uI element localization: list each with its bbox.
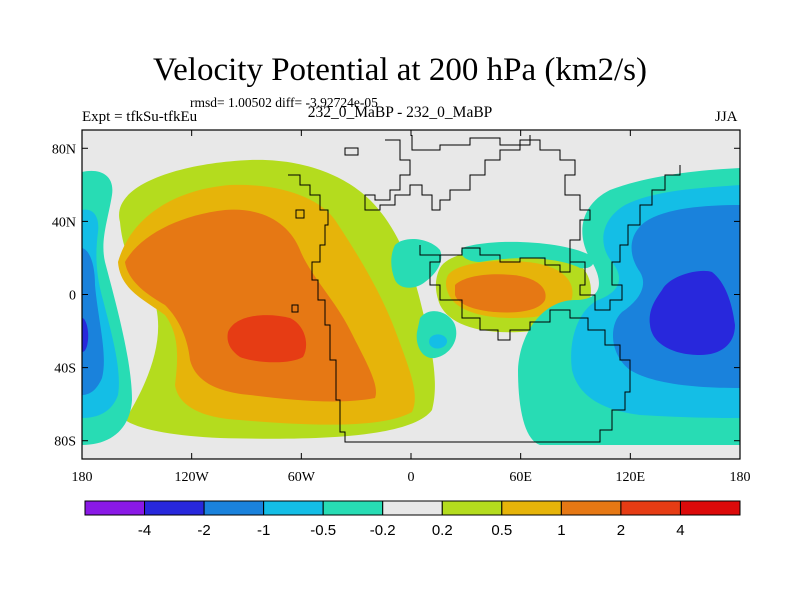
contour-2: [227, 315, 307, 363]
y-axis: 80N 40N 0 40S 80S: [52, 142, 740, 450]
coastline-island-c: [295, 209, 305, 219]
coastline-mid-continent: [430, 247, 571, 273]
anomaly-region-dateline-negative: [82, 170, 132, 445]
anomaly-region-pacific-negative: [518, 168, 740, 445]
colorbar-swatch: [382, 500, 443, 516]
coastline-north-block: [411, 135, 531, 151]
x-tick-label: 120E: [616, 470, 646, 485]
plot-area: [82, 130, 740, 459]
colorbar-swatch: [203, 500, 265, 516]
stats-text: rmsd= 1.00502 diff= -3.92724e-05: [190, 95, 378, 110]
contour--0.5: [429, 334, 448, 349]
x-tick-label: 180: [730, 470, 751, 485]
colorbar-label: -1: [257, 522, 270, 539]
coastline-island-a: [344, 147, 359, 156]
contour-1: [125, 209, 376, 402]
colorbar-label: -2: [197, 522, 210, 539]
y-tick-label: 0: [69, 289, 76, 304]
season-label: JJA: [715, 109, 738, 125]
x-tick-label: 60E: [509, 470, 532, 485]
colorbar-swatch: [263, 500, 324, 516]
coastline-western-continent: [288, 174, 631, 443]
contour--1: [82, 248, 104, 395]
colorbar-label: -4: [138, 522, 151, 539]
anomaly-region-atlantic-negative: [391, 238, 594, 359]
colorbar-label: 0.2: [432, 522, 453, 539]
x-axis: 180 120W 60W 0 60E 120E 180: [72, 130, 751, 485]
coastline-northern-continent: [364, 139, 681, 311]
y-tick-label: 80S: [54, 435, 76, 450]
colorbar-swatch: [144, 500, 205, 516]
contour-1: [455, 274, 546, 313]
colorbar-swatch: [620, 500, 681, 516]
coastline-island-b: [291, 304, 299, 313]
colorbar-label: -0.2: [370, 522, 396, 539]
anomaly-region-west-positive: [118, 159, 435, 439]
experiment-label: Expt = tfkSu-tfkEu: [82, 109, 198, 125]
colorbar: -4 -2 -1 -0.5 -0.2 0.2 0.5 1 2 4: [84, 500, 741, 539]
colorbar-label: 0.5: [491, 522, 512, 539]
coastlines: [288, 135, 681, 443]
colorbar-swatch: [84, 500, 146, 516]
colorbar-swatch: [560, 500, 622, 516]
chart-title: Velocity Potential at 200 hPa (km2/s): [152, 52, 648, 88]
colorbar-label: -0.5: [310, 522, 336, 539]
contour--0.2: [461, 241, 594, 269]
y-tick-label: 80N: [52, 142, 76, 157]
y-tick-label: 40S: [54, 362, 76, 377]
colorbar-label: 1: [557, 522, 565, 539]
x-tick-label: 60W: [288, 470, 316, 485]
y-tick-label: 40N: [52, 215, 76, 230]
case-label: 232_0_MaBP - 232_0_MaBP: [307, 104, 493, 121]
x-tick-label: 0: [408, 470, 415, 485]
colorbar-swatch: [501, 500, 562, 516]
colorbar-label: 2: [617, 522, 625, 539]
contour--2: [82, 318, 89, 352]
contour--2: [649, 270, 735, 355]
colorbar-swatch: [679, 500, 741, 516]
x-tick-label: 120W: [175, 470, 210, 485]
colorbar-swatch: [441, 500, 503, 516]
colorbar-swatch: [322, 500, 384, 516]
contour--0.2: [391, 238, 442, 288]
colorbar-label: 4: [676, 522, 684, 539]
x-tick-label: 180: [72, 470, 93, 485]
